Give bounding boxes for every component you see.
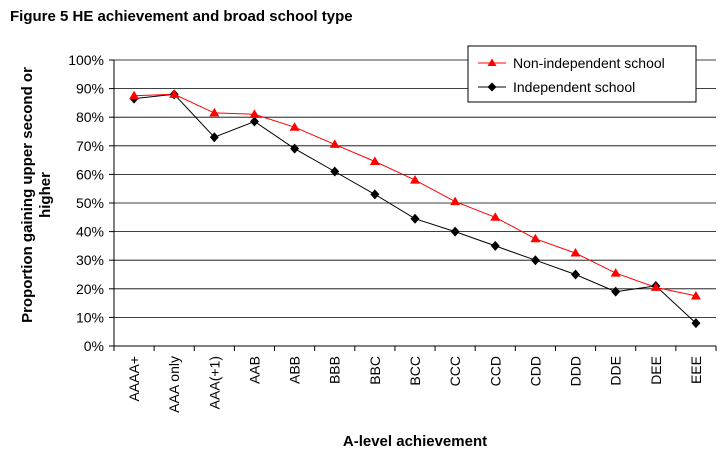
data-point-non-independent [530,233,541,243]
y-tick-label: 40% [76,224,104,240]
y-axis-title: Proportion gaining upper second or [19,67,36,323]
data-point-independent [249,116,259,127]
gridlines [114,59,716,318]
data-point-independent [571,269,581,280]
x-tick-label: CDD [527,356,543,386]
x-tick-label: AAB [246,356,262,384]
data-point-independent [330,166,340,177]
series-markers [129,89,701,329]
y-tick-label: 10% [76,309,104,325]
x-tick-label: BBC [367,356,383,385]
data-point-non-independent [490,212,501,221]
y-tick-label: 30% [76,252,104,268]
data-point-independent [209,132,219,143]
x-tick-label: AAAA+ [126,356,142,402]
chart-title: Figure 5 HE achievement and broad school… [10,8,353,25]
legend: Non-independent school Independent schoo… [467,45,697,103]
data-point-independent [450,226,460,237]
x-tick-label: BCC [407,356,423,386]
data-point-independent [490,240,500,251]
data-point-non-independent [249,109,260,118]
x-tick-label: CCC [447,356,463,386]
data-point-non-independent [410,175,420,184]
y-tick-label: 100% [68,52,104,68]
legend-box [467,45,697,103]
data-point-non-independent [369,156,380,166]
y-tick-label: 70% [76,138,104,154]
x-tick-label: BBB [327,356,343,384]
data-point-non-independent [450,196,461,206]
data-point-non-independent [169,89,180,98]
x-tick-label: DDE [608,356,624,386]
data-point-non-independent [610,268,621,277]
x-tick-label: ABB [287,356,303,384]
data-point-non-independent [570,248,581,257]
y-tick-labels: 0% 10% 20% 30% 40% 50% 60% 70% 80% 90% 100% [68,52,104,354]
y-tick-label: 20% [76,281,104,297]
data-point-non-independent [690,290,701,300]
legend-label-non-independent: Non-independent school [513,55,665,71]
x-tick-label: DDD [568,356,584,386]
data-point-independent [691,318,701,329]
data-point-independent [530,255,540,266]
data-point-independent [370,189,380,200]
data-point-independent [290,143,300,154]
x-tick-label: EEE [688,356,704,384]
axes [109,59,717,351]
data-point-non-independent [129,90,140,100]
y-tick-label: 90% [76,81,104,97]
x-tick-labels: AAAA+ AAA only AAA(+1) AAB ABB BBB BBC BCC CCC CC… [126,356,704,413]
legend-marker-independent [487,82,497,92]
data-point-non-independent [289,122,300,131]
x-tick-label: CCD [487,356,503,386]
y-tick-label: 0% [84,338,104,354]
y-tick-label: 80% [76,109,104,125]
y-tick-label: 60% [76,166,104,182]
legend-label-independent: Independent school [513,79,635,95]
y-axis-title-line2: higher [37,172,54,218]
x-tick-label: AAA(+1) [206,356,222,409]
data-point-non-independent [329,139,340,148]
data-point-non-independent [209,107,220,117]
data-point-independent [611,286,621,297]
data-point-non-independent [650,282,661,291]
series-line-non-independent [134,93,697,297]
x-tick-label: DEE [648,356,664,385]
y-tick-label: 50% [76,195,104,211]
x-axis-title: A-level achievement [343,433,487,450]
x-tick-label: AAA only [166,356,182,413]
data-point-independent [410,213,420,224]
legend-marker-non-independent [487,58,497,66]
